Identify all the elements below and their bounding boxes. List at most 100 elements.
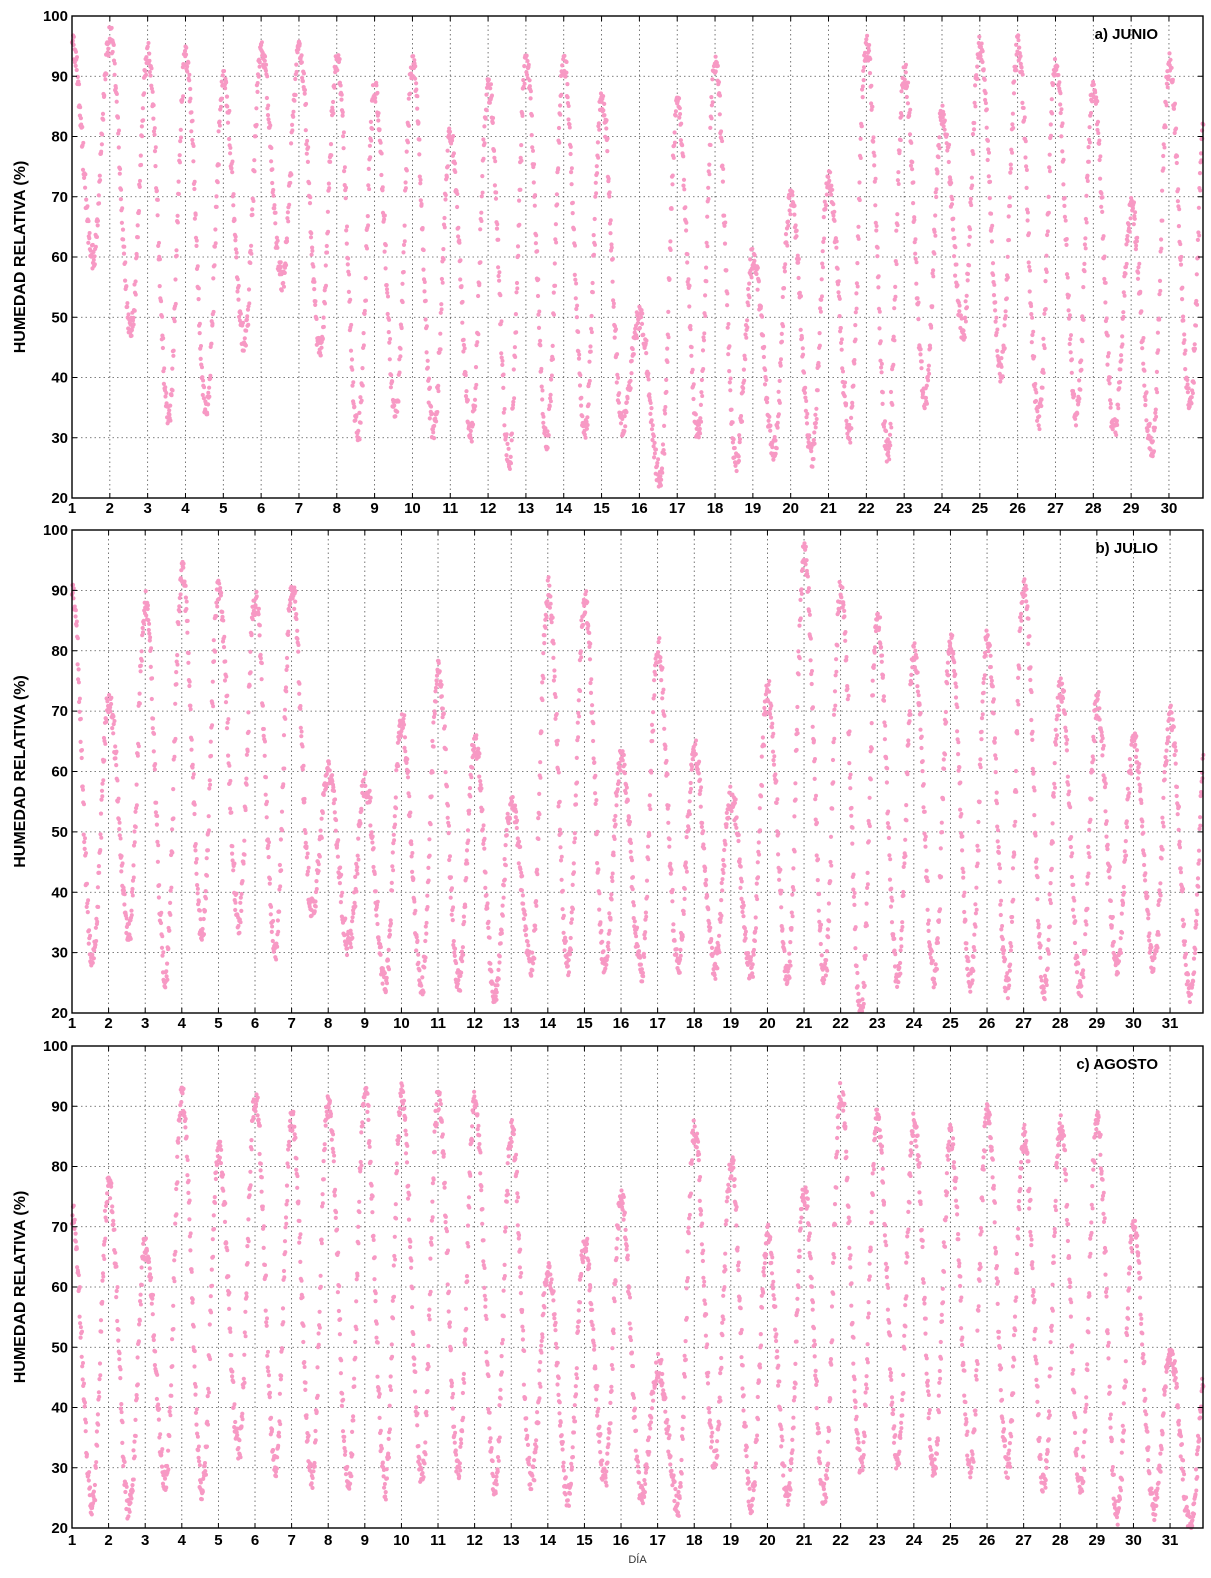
data-point (541, 414, 546, 419)
data-point (649, 427, 655, 432)
data-point (168, 900, 173, 906)
data-point (230, 159, 235, 164)
data-point (1168, 57, 1173, 62)
data-point (385, 311, 390, 317)
data-point (812, 430, 817, 435)
data-point (778, 363, 783, 368)
data-point (215, 180, 220, 185)
data-point (1125, 239, 1130, 244)
data-point (971, 127, 977, 132)
data-point (895, 212, 900, 217)
data-point (1002, 346, 1007, 351)
data-point (350, 919, 355, 924)
data-point (164, 974, 169, 979)
data-point (457, 238, 462, 243)
data-point (424, 920, 429, 925)
data-point (366, 183, 371, 188)
data-point (1125, 233, 1130, 239)
data-point (244, 328, 249, 333)
data-point (469, 436, 473, 441)
data-point (635, 335, 639, 340)
data-point (936, 155, 941, 160)
data-point (1121, 290, 1126, 295)
x-tick-label: 9 (370, 500, 378, 517)
data-point (596, 121, 602, 126)
data-point (467, 786, 473, 791)
data-point (323, 263, 328, 268)
data-point (706, 185, 711, 190)
data-point (119, 220, 124, 225)
data-point (504, 453, 509, 458)
data-point (734, 468, 739, 474)
data-point (522, 908, 527, 914)
data-point (574, 315, 580, 320)
data-point (929, 305, 935, 310)
x-tick-label: 29 (1123, 500, 1140, 517)
data-point (640, 311, 645, 316)
data-point (71, 34, 76, 39)
data-point (569, 166, 574, 171)
data-point (76, 667, 81, 672)
data-point (874, 228, 879, 233)
x-tick-label: 8 (333, 500, 341, 517)
data-point (558, 103, 563, 108)
data-point (1037, 427, 1042, 432)
data-point (78, 716, 83, 721)
data-point (233, 238, 238, 243)
data-point (331, 99, 336, 105)
data-point (558, 858, 564, 863)
data-point (1133, 210, 1138, 215)
data-point (386, 294, 390, 299)
data-point (1164, 103, 1169, 108)
data-point (133, 292, 138, 297)
data-point (386, 330, 391, 335)
data-point (1078, 387, 1083, 392)
data-point (973, 83, 978, 88)
data-point (392, 403, 397, 408)
data-point (337, 57, 342, 62)
data-point (119, 187, 124, 192)
data-point (317, 854, 322, 859)
data-point (547, 583, 552, 588)
data-point (398, 354, 403, 359)
data-point (268, 877, 272, 881)
x-tick-label: 1 (68, 500, 76, 517)
data-point (173, 736, 178, 741)
data-point (177, 595, 182, 601)
data-point (443, 770, 448, 775)
data-point (207, 828, 211, 833)
data-point (737, 440, 742, 445)
data-point (479, 194, 484, 199)
data-point (934, 187, 939, 192)
data-point (852, 361, 857, 366)
data-point (262, 753, 267, 758)
data-point (1024, 185, 1029, 190)
data-point (1159, 237, 1164, 242)
data-point (768, 428, 773, 433)
data-point (701, 367, 706, 371)
data-point (223, 700, 229, 705)
data-point (481, 823, 486, 828)
data-point (843, 403, 849, 408)
data-point (804, 399, 809, 403)
data-point (437, 669, 442, 674)
data-point (728, 376, 733, 381)
data-point (496, 265, 501, 270)
data-point (604, 118, 609, 123)
data-point (934, 194, 939, 200)
data-point (955, 282, 960, 288)
data-point (790, 189, 795, 194)
data-point (993, 300, 998, 305)
data-point (563, 74, 568, 79)
data-point (493, 196, 499, 201)
data-point (181, 561, 186, 566)
data-point (188, 96, 193, 101)
data-point (551, 678, 557, 683)
data-point (462, 346, 467, 351)
data-point (73, 63, 78, 68)
data-point (829, 192, 834, 197)
data-point (875, 245, 880, 250)
data-point (897, 151, 902, 156)
data-point (423, 955, 428, 960)
data-point (375, 899, 380, 904)
